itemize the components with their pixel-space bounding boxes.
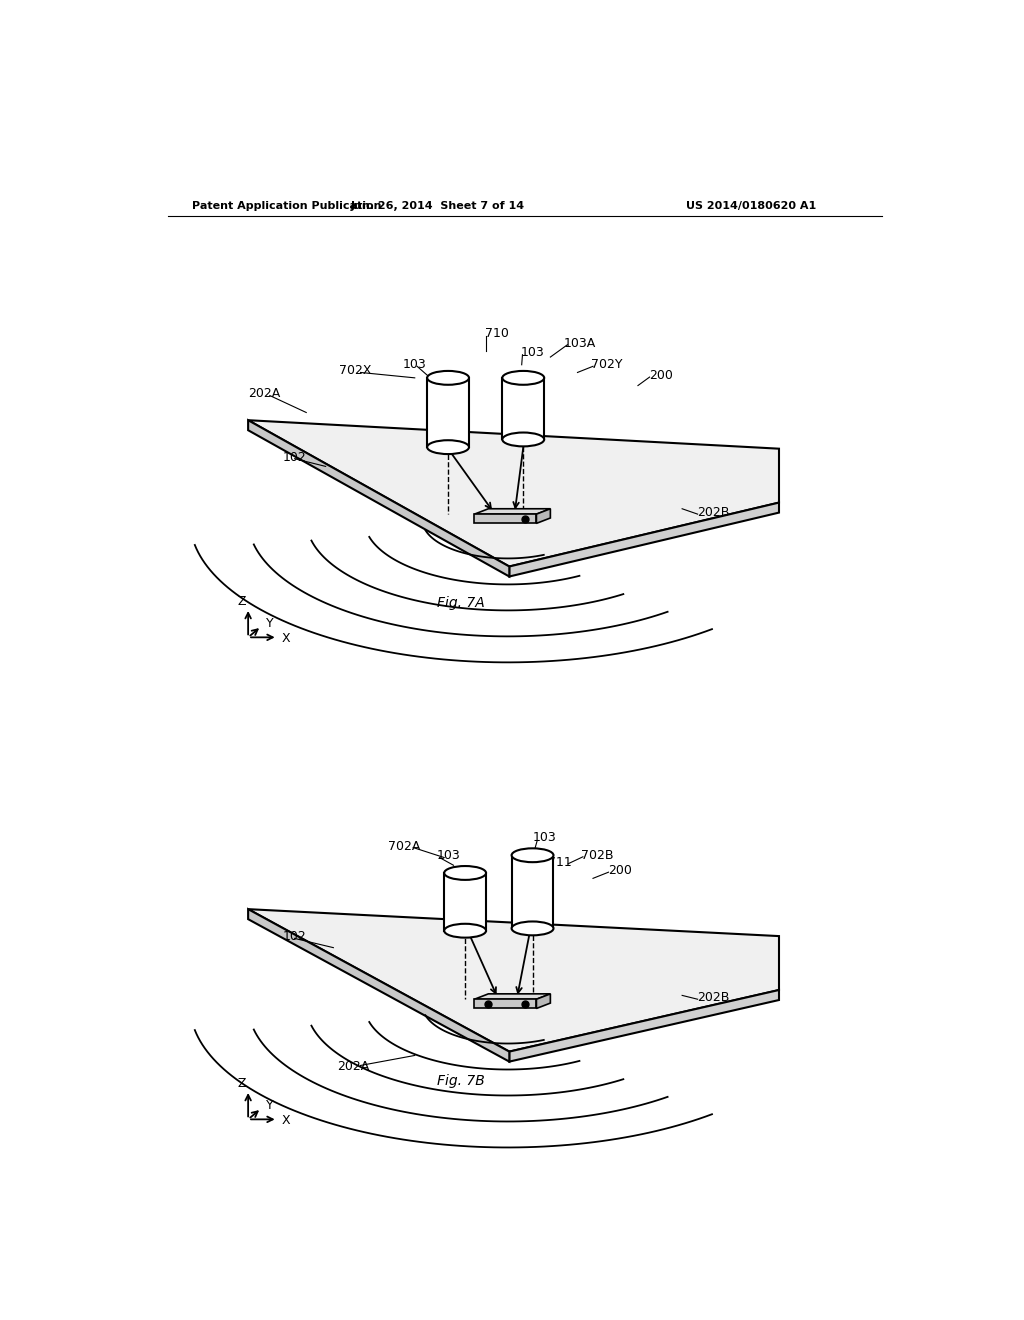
Polygon shape xyxy=(248,909,509,1061)
Text: Y: Y xyxy=(266,616,273,630)
Polygon shape xyxy=(503,378,544,440)
Text: X: X xyxy=(282,632,290,645)
Ellipse shape xyxy=(444,866,486,880)
Polygon shape xyxy=(537,508,550,524)
Polygon shape xyxy=(474,508,550,515)
Text: Y: Y xyxy=(266,1098,273,1111)
Text: 103: 103 xyxy=(403,358,427,371)
Polygon shape xyxy=(509,503,779,577)
Text: 710: 710 xyxy=(484,327,508,341)
Ellipse shape xyxy=(444,924,486,937)
Polygon shape xyxy=(248,909,779,1052)
Ellipse shape xyxy=(512,921,554,936)
Text: 103A: 103A xyxy=(563,337,596,350)
Polygon shape xyxy=(444,873,486,931)
Polygon shape xyxy=(512,855,554,928)
Text: 202A: 202A xyxy=(337,1060,370,1073)
Text: 103: 103 xyxy=(436,849,460,862)
Text: Z: Z xyxy=(238,595,246,609)
Text: Z: Z xyxy=(238,1077,246,1090)
Text: 102: 102 xyxy=(283,450,307,463)
Polygon shape xyxy=(474,515,537,524)
Ellipse shape xyxy=(512,849,554,862)
Text: Fig. 7B: Fig. 7B xyxy=(437,1074,485,1088)
Ellipse shape xyxy=(427,441,469,454)
Text: US 2014/0180620 A1: US 2014/0180620 A1 xyxy=(686,201,816,211)
Text: Fig. 7A: Fig. 7A xyxy=(437,597,485,610)
Text: 202A: 202A xyxy=(248,387,281,400)
Polygon shape xyxy=(248,420,779,566)
Text: X: X xyxy=(282,1114,290,1127)
Text: 102: 102 xyxy=(283,929,307,942)
Ellipse shape xyxy=(503,433,544,446)
Text: 702Y: 702Y xyxy=(591,358,623,371)
Text: 702A: 702A xyxy=(388,840,420,853)
Text: 702B: 702B xyxy=(582,849,613,862)
Polygon shape xyxy=(474,994,550,999)
Polygon shape xyxy=(248,420,509,577)
Text: Jun. 26, 2014  Sheet 7 of 14: Jun. 26, 2014 Sheet 7 of 14 xyxy=(351,201,525,211)
Polygon shape xyxy=(427,378,469,447)
Text: 200: 200 xyxy=(649,370,673,381)
Polygon shape xyxy=(474,999,537,1008)
Text: Patent Application Publication: Patent Application Publication xyxy=(191,201,381,211)
Ellipse shape xyxy=(503,371,544,385)
Ellipse shape xyxy=(427,371,469,385)
Text: 103: 103 xyxy=(521,346,545,359)
Text: 202B: 202B xyxy=(697,506,730,519)
Text: 702X: 702X xyxy=(339,363,372,376)
Polygon shape xyxy=(537,994,550,1008)
Polygon shape xyxy=(509,990,779,1061)
Text: 711: 711 xyxy=(548,857,571,870)
Text: 103: 103 xyxy=(532,832,556,843)
Text: 202B: 202B xyxy=(697,991,730,1005)
Text: 200: 200 xyxy=(608,865,633,878)
